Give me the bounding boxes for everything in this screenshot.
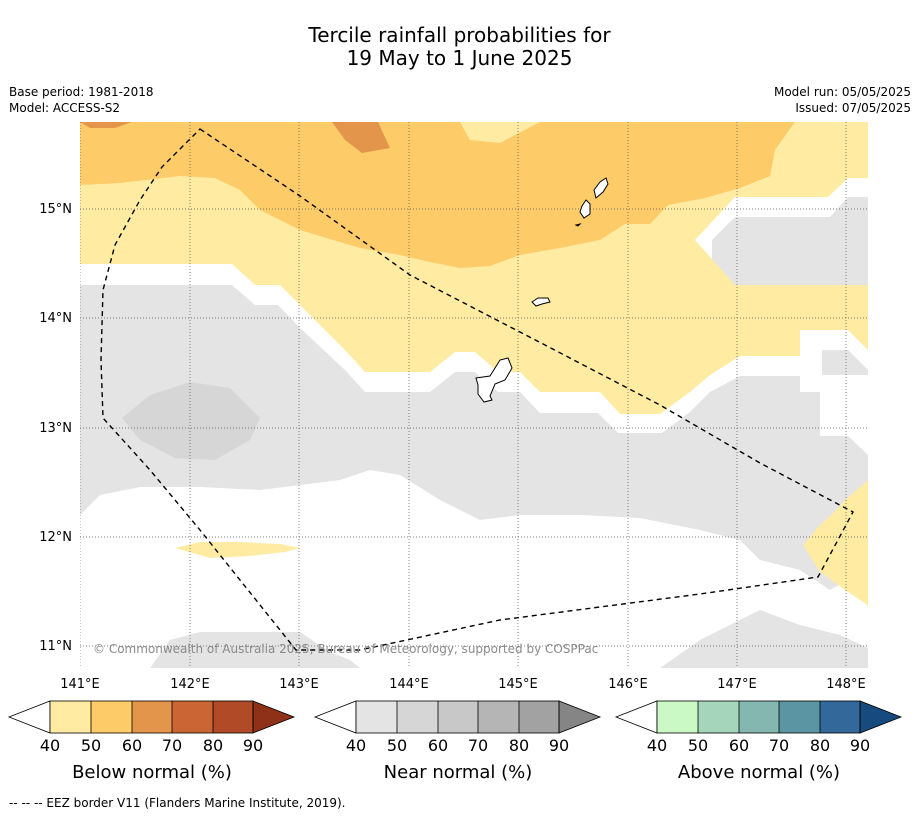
- map-title-line-1: Tercile rainfall probabilities for: [308, 23, 611, 47]
- lat-label-14n: 14°N: [39, 311, 72, 326]
- legend-above-normal: 40 50 60 70 80 90 Above normal (%): [614, 700, 903, 783]
- near-normal-40-region-east: [712, 197, 868, 285]
- lon-label-147e: 147°E: [717, 677, 757, 692]
- island-aguijan: [574, 223, 582, 227]
- meta-right: Model run: 05/05/2025 Issued: 07/05/2025: [774, 84, 911, 116]
- below-normal-60-region: [332, 122, 390, 153]
- legend-near-swatch-70: [478, 701, 519, 733]
- lon-labels: 141°E 142°E 143°E 144°E 145°E 146°E 147°…: [60, 677, 866, 692]
- island-rota: [531, 297, 551, 307]
- island-saipan: [593, 177, 609, 199]
- map-gridlines: [80, 122, 868, 668]
- lon-label-144e: 144°E: [389, 677, 429, 692]
- legend-above-tick-50: 50: [688, 736, 708, 755]
- below-normal-40-region-south: [175, 542, 300, 558]
- legend-below-swatch-70: [172, 701, 213, 733]
- legend-above-label: Above normal (%): [678, 762, 840, 783]
- base-period-text: Base period: 1981-2018: [9, 85, 154, 99]
- lon-label-142e: 142°E: [170, 677, 210, 692]
- legend-near-swatch-60: [438, 701, 478, 733]
- legend-above-tick-40: 40: [647, 736, 667, 755]
- eez-footnote: -- -- -- EEZ border V11 (Flanders Marine…: [9, 796, 346, 810]
- near-normal-40-region-south: [150, 632, 360, 668]
- model-text: Model: ACCESS-S2: [9, 101, 121, 115]
- legend-above-tick-80: 80: [810, 736, 830, 755]
- islands: [475, 177, 609, 403]
- legend-near-min-arrow: [313, 700, 357, 734]
- island-tinian: [579, 199, 591, 219]
- legend-near-tick-90: 90: [549, 736, 569, 755]
- lat-labels: 15°N 14°N 13°N 12°N 11°N: [39, 202, 72, 654]
- issued-text: Issued: 07/05/2025: [795, 101, 911, 115]
- legend-below-min-arrow: [7, 700, 51, 734]
- legend-near-tick-50: 50: [387, 736, 407, 755]
- copyright-text: © Commonwealth of Australia 2025, Bureau…: [93, 642, 598, 656]
- legend-above-swatch-40: [657, 701, 698, 733]
- legend-below-tick-40: 40: [40, 736, 60, 755]
- below-normal-60-region-west: [80, 122, 132, 128]
- near-normal-40-region-southeast: [660, 610, 868, 668]
- lon-label-143e: 143°E: [279, 677, 319, 692]
- map-title-line-2: 19 May to 1 June 2025: [346, 46, 573, 70]
- near-normal-gap-east: [848, 455, 868, 478]
- legend-below-tick-70: 70: [162, 736, 182, 755]
- near-normal-40-region: [80, 285, 868, 590]
- legend-above-swatch-80: [820, 701, 860, 733]
- lon-label-148e: 148°E: [826, 677, 866, 692]
- near-normal-40-region-east-small: [822, 350, 868, 375]
- legend-above-tick-90: 90: [850, 736, 870, 755]
- eez-border: [100, 128, 854, 651]
- legend-near-tick-60: 60: [428, 736, 448, 755]
- legend-near-tick-80: 80: [509, 736, 529, 755]
- legend-below-tick-90: 90: [243, 736, 263, 755]
- below-normal-40-region-topright: [775, 122, 868, 178]
- legend-below-tick-80: 80: [203, 736, 223, 755]
- legend-above-swatch-60: [739, 701, 779, 733]
- legend-near-tick-70: 70: [468, 736, 488, 755]
- legend-above-swatch-50: [698, 701, 739, 733]
- island-guam: [475, 357, 513, 403]
- legend-near-normal: 40 50 60 70 80 90 Near normal (%): [313, 700, 602, 783]
- below-normal-40-region-top: [460, 122, 540, 142]
- legend-below-max-arrow: [252, 700, 296, 734]
- legend-below-normal: 40 50 60 70 80 90 Below normal (%): [7, 700, 296, 783]
- meta-left: Base period: 1981-2018 Model: ACCESS-S2: [9, 84, 154, 116]
- lon-label-141e: 141°E: [60, 677, 100, 692]
- legend-above-min-arrow: [614, 700, 658, 734]
- near-normal-50-region: [122, 382, 260, 460]
- legend-below-swatch-80: [213, 701, 253, 733]
- legend-above-tick-60: 60: [729, 736, 749, 755]
- lon-label-145e: 145°E: [498, 677, 538, 692]
- model-run-text: Model run: 05/05/2025: [773, 85, 911, 99]
- legend-above-max-arrow: [859, 700, 903, 734]
- below-normal-50-region: [80, 122, 795, 268]
- map-panel: © Commonwealth of Australia 2025, Bureau…: [80, 122, 868, 668]
- legend-below-label: Below normal (%): [72, 762, 232, 783]
- legend-near-swatch-80: [519, 701, 559, 733]
- lon-label-146e: 146°E: [608, 677, 648, 692]
- legend-near-tick-40: 40: [346, 736, 366, 755]
- lat-label-13n: 13°N: [39, 421, 72, 436]
- legend-below-swatch-50: [91, 701, 132, 733]
- legend-near-swatch-50: [397, 701, 438, 733]
- lat-label-11n: 11°N: [39, 639, 72, 654]
- legend-near-swatch-40: [356, 701, 397, 733]
- legend-above-tick-70: 70: [769, 736, 789, 755]
- legend-below-swatch-60: [132, 701, 172, 733]
- lat-label-12n: 12°N: [39, 530, 72, 545]
- legend-below-swatch-40: [50, 701, 91, 733]
- legend-above-swatch-70: [779, 701, 820, 733]
- legend-near-label: Near normal (%): [384, 762, 533, 783]
- legend-below-tick-60: 60: [122, 736, 142, 755]
- legend-below-tick-50: 50: [81, 736, 101, 755]
- lat-label-15n: 15°N: [39, 202, 72, 217]
- legend-near-max-arrow: [558, 700, 602, 734]
